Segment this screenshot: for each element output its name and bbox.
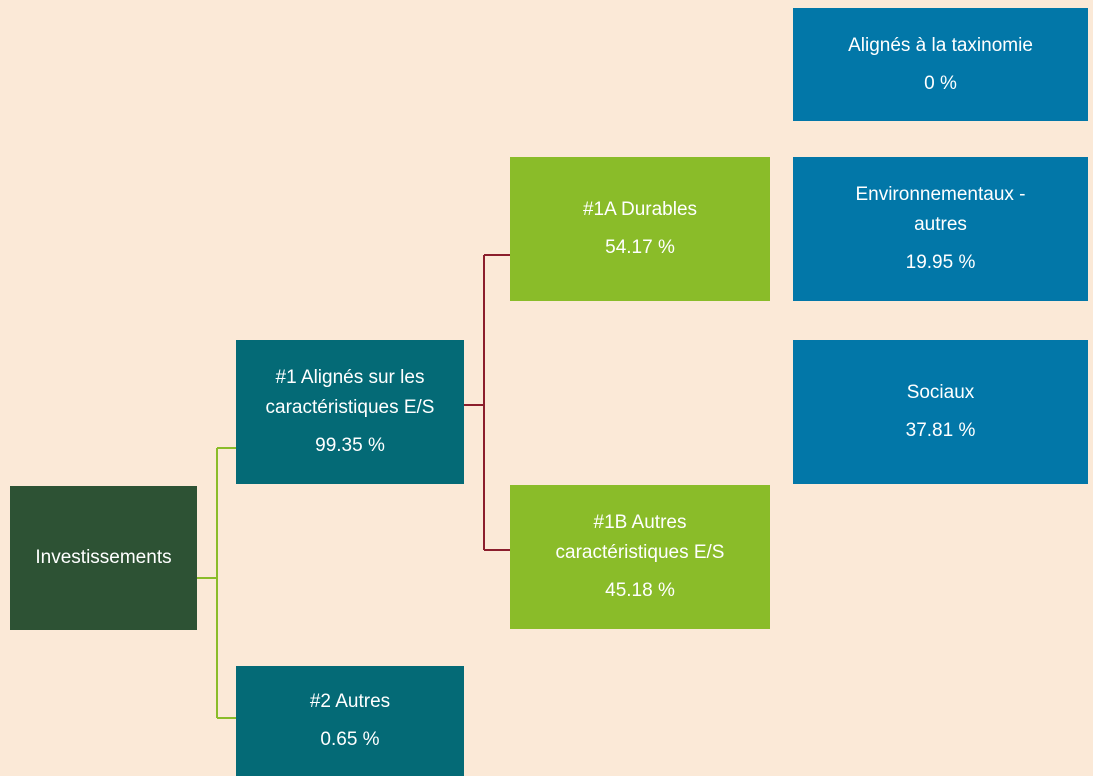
node-label: caractéristiques E/S: [265, 397, 435, 418]
node-value: 37.81 %: [905, 420, 976, 441]
node: #1 Alignés sur les caractéristiques E/S …: [236, 340, 464, 484]
node: #1B Autres caractéristiques E/S 45.18 %: [510, 485, 770, 629]
green-connector: [197, 447, 236, 719]
node-label: caractéristiques E/S: [555, 542, 725, 563]
node: #2 Autres 0.65 %: [236, 666, 464, 776]
node: Environnementaux - autres 19.95 %: [793, 157, 1088, 301]
node-value: 0 %: [924, 72, 957, 94]
node-label: #1B Autres: [593, 512, 687, 533]
node-value: 99.35 %: [315, 435, 385, 456]
node-label: Sociaux: [906, 382, 975, 403]
node-value: 45.18 %: [605, 580, 675, 601]
node-label: #2 Autres: [309, 691, 391, 712]
red-connector: [464, 254, 510, 551]
node: Investissements: [10, 486, 197, 630]
node-label: Alignés à la taxinomie: [848, 34, 1033, 56]
node: Sociaux 37.81 %: [793, 340, 1088, 484]
node-label: autres: [914, 214, 967, 235]
node-label: #1A Durables: [582, 199, 698, 220]
node: Alignés à la taxinomie 0 %: [793, 8, 1088, 121]
connector-line: [464, 254, 510, 551]
node-label: Investissements: [35, 547, 172, 568]
node-label: #1 Alignés sur les: [275, 367, 425, 388]
node-value: 0.65 %: [320, 729, 380, 750]
node-value: 54.17 %: [605, 237, 675, 258]
node: #1A Durables 54.17 %: [510, 157, 770, 301]
node-label: Environnementaux -: [855, 184, 1026, 205]
node-value: 19.95 %: [905, 252, 976, 273]
connector-line: [197, 447, 236, 719]
